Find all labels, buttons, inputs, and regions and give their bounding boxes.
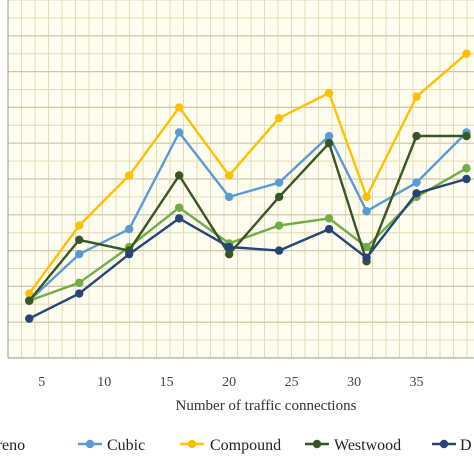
- data-point: [224, 242, 234, 252]
- x-tick-label: 15: [160, 375, 174, 390]
- data-point: [362, 253, 371, 262]
- data-point: [324, 131, 334, 141]
- data-point: [75, 278, 84, 288]
- data-point: [324, 139, 334, 148]
- data-point: [412, 189, 421, 198]
- data-point: [75, 249, 84, 259]
- legend-marker: [187, 439, 197, 449]
- data-point: [412, 178, 421, 187]
- legend-marker: [439, 439, 449, 449]
- series-layer: [25, 49, 471, 323]
- data-point: [362, 242, 371, 252]
- data-point: [75, 221, 84, 230]
- data-point: [274, 113, 284, 123]
- legend-label: D: [460, 437, 472, 454]
- data-point: [412, 131, 421, 141]
- x-axis-title: Number of traffic connections: [176, 398, 357, 414]
- legend-marker: [312, 439, 322, 449]
- data-point: [224, 249, 234, 259]
- data-point: [324, 88, 334, 98]
- series-line: [28, 52, 468, 295]
- data-point: [324, 224, 334, 234]
- x-tick-labels: 5 10 15 20 25 30 35: [38, 375, 423, 390]
- data-point: [124, 171, 134, 180]
- series-d: [25, 174, 471, 323]
- data-point: [124, 224, 134, 234]
- data-point: [462, 131, 471, 141]
- data-point: [75, 289, 84, 298]
- data-point: [174, 214, 184, 223]
- legend-label: Compound: [210, 437, 281, 454]
- data-point: [25, 296, 34, 305]
- data-point: [362, 192, 371, 202]
- data-point: [412, 92, 421, 101]
- data-point: [274, 221, 284, 230]
- data-point: [462, 49, 471, 58]
- legend: ewreno Cubic Compound Westwood D: [0, 437, 472, 454]
- series-line: [28, 167, 468, 302]
- x-tick-label: 25: [285, 375, 299, 390]
- data-point: [174, 128, 184, 137]
- legend-label: ewreno: [0, 437, 25, 454]
- series-line: [28, 134, 467, 302]
- data-point: [174, 171, 184, 180]
- axes: [7, 0, 474, 359]
- data-point: [462, 164, 471, 173]
- data-point: [174, 203, 184, 212]
- data-point: [25, 314, 34, 323]
- legend-item: ewreno: [0, 437, 25, 454]
- data-point: [274, 246, 284, 255]
- legend-item: Cubic: [78, 437, 145, 454]
- x-tick-label: 5: [38, 375, 45, 390]
- gridlines: [8, 0, 474, 358]
- x-tick-label: 30: [347, 375, 361, 390]
- legend-item: Westwood: [305, 437, 401, 454]
- legend-label: Cubic: [107, 437, 145, 454]
- x-tick-label: 35: [410, 375, 424, 390]
- data-point: [124, 249, 134, 259]
- data-point: [174, 103, 184, 112]
- legend-marker: [85, 439, 95, 449]
- data-point: [75, 235, 84, 245]
- data-point: [274, 178, 284, 187]
- series-compound: [25, 49, 471, 298]
- data-point: [224, 171, 234, 180]
- data-point: [324, 214, 334, 223]
- data-point: [274, 192, 284, 202]
- data-point: [462, 174, 471, 184]
- legend-label: Westwood: [334, 437, 401, 454]
- series-westwood: [25, 131, 471, 305]
- legend-item: Compound: [180, 437, 281, 454]
- series-line: [28, 177, 467, 320]
- data-point: [25, 289, 34, 298]
- x-tick-label: 10: [97, 375, 111, 390]
- legend-item: D: [432, 437, 472, 454]
- data-point: [224, 192, 234, 202]
- data-point: [362, 207, 371, 216]
- x-tick-label: 20: [222, 375, 236, 390]
